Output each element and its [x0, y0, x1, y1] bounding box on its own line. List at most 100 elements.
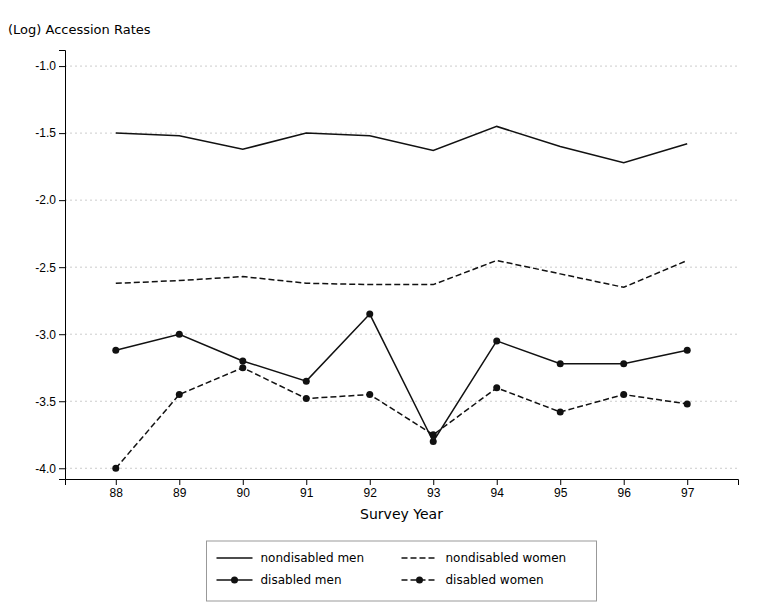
legend-label: disabled men	[261, 573, 342, 587]
y-tick: -3.5	[35, 395, 65, 409]
series-point	[684, 347, 691, 354]
series-point	[430, 438, 437, 445]
series-point	[684, 400, 691, 407]
x-tick: 90	[237, 479, 251, 500]
series-point	[239, 364, 246, 371]
legend-frame	[207, 541, 597, 601]
x-tick-mark	[624, 479, 625, 485]
y-tick-label: -1.0	[35, 59, 56, 73]
grid-line	[65, 66, 738, 67]
series-point	[430, 431, 437, 438]
y-tick: -1.5	[35, 126, 65, 140]
y-tick: -2.0	[35, 193, 65, 207]
x-tick-mark	[116, 479, 117, 485]
x-tick: 93	[427, 479, 441, 500]
legend-item: disabled men	[217, 573, 342, 587]
plot: 88 89 90 91 92 93 94 95 96 97 -4.0 -3.5 -3.0 -2.5 -2.0…	[8, 22, 739, 601]
y-tick: -4.0	[35, 462, 65, 476]
x-tick: 92	[364, 479, 378, 500]
y-tick-label: -3.0	[35, 328, 56, 342]
legend-swatch	[217, 557, 253, 559]
x-tick-label: 97	[681, 486, 695, 500]
x-axis-title: Survey Year	[360, 506, 443, 522]
x-tick-mark	[497, 479, 498, 485]
x-tick-mark	[306, 479, 307, 485]
y-axis-line	[59, 51, 66, 480]
y-tick: -2.5	[35, 261, 65, 275]
legend-item: nondisabled men	[217, 551, 365, 565]
x-tick: 94	[491, 479, 505, 500]
x-tick-mark	[687, 479, 688, 485]
legend-item: disabled women	[402, 573, 544, 587]
x-tick-label: 91	[300, 486, 314, 500]
y-tick-mark	[59, 468, 65, 469]
x-tick-label: 93	[427, 486, 441, 500]
x-axis-line	[66, 480, 739, 486]
y-tick: -1.0	[35, 59, 65, 73]
series-group	[112, 126, 690, 471]
x-tick: 96	[618, 479, 632, 500]
x-tick-label: 95	[554, 486, 568, 500]
x-tick-label: 96	[618, 486, 632, 500]
series-point	[557, 408, 564, 415]
grid-line	[65, 200, 738, 201]
series-line	[116, 260, 687, 287]
grid-line	[65, 133, 738, 134]
y-tick-mark	[59, 200, 65, 201]
series-point	[112, 347, 119, 354]
y-tick-mark	[59, 334, 65, 335]
x-tick-mark	[560, 479, 561, 485]
grid-line	[65, 401, 738, 402]
series-point	[303, 378, 310, 385]
x-tick: 97	[681, 479, 695, 500]
series-point	[176, 331, 183, 338]
y-tick-label: -2.0	[35, 193, 56, 207]
grid-line	[65, 334, 738, 335]
y-tick-mark	[59, 401, 65, 402]
series-point	[620, 360, 627, 367]
series-point	[176, 391, 183, 398]
x-tick: 88	[110, 479, 124, 500]
y-tick-label: -2.5	[35, 261, 56, 275]
y-tick: -3.0	[35, 328, 65, 342]
x-tick-label: 92	[364, 486, 378, 500]
y-axis: -4.0 -3.5 -3.0 -2.5 -2.0 -1.5 -1.0	[35, 51, 65, 480]
x-tick-mark	[370, 479, 371, 485]
series-point	[366, 391, 373, 398]
legend-marker	[231, 577, 238, 584]
x-tick-label: 94	[491, 486, 505, 500]
legend-label: disabled women	[446, 573, 544, 587]
series-point	[303, 395, 310, 402]
series-line	[116, 368, 687, 469]
x-tick: 89	[173, 479, 187, 500]
y-tick-mark	[59, 133, 65, 134]
legend-label: nondisabled women	[446, 551, 567, 565]
x-tick-label: 90	[237, 486, 251, 500]
x-tick: 95	[554, 479, 568, 500]
x-tick: 91	[300, 479, 314, 500]
x-axis: 88 89 90 91 92 93 94 95 96 97	[66, 479, 739, 500]
grid	[65, 66, 738, 468]
series-line	[116, 314, 687, 441]
series-point	[493, 337, 500, 344]
series-point	[366, 311, 373, 318]
series-point	[239, 358, 246, 365]
series-point	[112, 465, 119, 472]
series-point	[557, 360, 564, 367]
legend: nondisabled men nondisabled women disabled…	[207, 541, 597, 601]
y-tick-mark	[59, 267, 65, 268]
grid-line	[65, 267, 738, 268]
y-tick-label: -1.5	[35, 126, 56, 140]
legend-label: nondisabled men	[261, 551, 365, 565]
y-tick-mark	[59, 66, 65, 67]
x-tick-mark	[179, 479, 180, 485]
x-tick-label: 89	[173, 486, 187, 500]
legend-marker	[416, 577, 423, 584]
series-point	[493, 384, 500, 391]
legend-item: nondisabled women	[402, 551, 567, 565]
y-tick-label: -4.0	[35, 462, 56, 476]
grid-line	[65, 468, 738, 469]
y-axis-title: (Log) Accession Rates	[8, 22, 151, 37]
y-tick-label: -3.5	[35, 395, 56, 409]
legend-swatch	[402, 557, 438, 559]
